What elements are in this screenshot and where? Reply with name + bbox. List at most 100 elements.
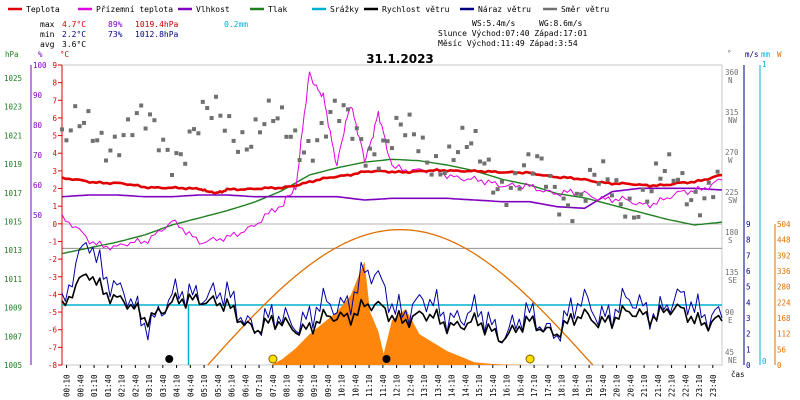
x-tick-label: 09:10 <box>310 374 319 397</box>
stats-max-label: max <box>40 20 55 29</box>
stats-min-hum: 73% <box>108 30 123 39</box>
wind-direction-point <box>447 144 452 149</box>
wind-direction-point <box>161 137 166 142</box>
wind-direction-point <box>284 134 289 139</box>
wind-direction-point <box>126 117 130 122</box>
wind-direction-point <box>407 112 412 117</box>
wind-direction-point <box>618 202 623 207</box>
wind-direction-point <box>654 161 658 166</box>
direction-name-label: NE <box>728 356 738 365</box>
stats-max-rain: 0.2mm <box>224 20 248 29</box>
info-moon: Měsíc Východ:11:49 Západ:3:54 <box>438 39 578 48</box>
markers <box>60 94 720 364</box>
info-wg: WG:8.6m/s <box>539 19 583 28</box>
x-tick-label: 12:40 <box>406 374 415 397</box>
moonrise-marker <box>382 355 391 363</box>
wind-direction-point <box>319 121 324 125</box>
wind-direction-point <box>170 173 174 177</box>
x-axis-label: čas <box>731 370 745 379</box>
wind-direction-point <box>451 158 456 163</box>
solar-tick-label: 56 <box>777 345 787 354</box>
chart-title: 31.1.2023 <box>366 52 434 66</box>
temp-tick-label: 8 <box>52 79 57 88</box>
x-tick-label: 10:10 <box>338 374 347 397</box>
unit-celsius: °C <box>60 50 69 59</box>
wind-direction-point <box>227 114 232 119</box>
wind-direction-point <box>544 184 548 189</box>
x-tick-label: 22:40 <box>681 374 690 397</box>
sunrise-marker <box>268 354 278 364</box>
legend-label: Tlak <box>268 5 287 14</box>
wind-direction-point <box>548 173 553 178</box>
wind-direction-point <box>627 196 632 201</box>
wind-direction-point <box>368 146 372 151</box>
solar-radiation-area <box>271 261 530 365</box>
humidity-tick-label: 60 <box>33 181 43 190</box>
wind-direction-point <box>130 133 135 138</box>
wind-direction-point <box>152 118 157 123</box>
press-tick-label: 1005 <box>4 361 22 370</box>
x-tick-label: 15:40 <box>489 374 498 397</box>
wind-tick-label: 1 <box>746 345 751 354</box>
x-tick-label: 00:10 <box>63 374 72 397</box>
stats-max-press: 1019.4hPa <box>135 20 179 29</box>
wind-tick-label: 9 <box>746 220 751 229</box>
x-tick-label: 09:40 <box>324 374 333 397</box>
solar-tick-label: 224 <box>777 298 791 307</box>
x-tick-label: 18:40 <box>571 374 580 397</box>
wind-direction-point <box>82 120 86 125</box>
wind-direction-point <box>702 196 707 201</box>
wind-direction-point <box>222 128 227 133</box>
temp-tick-label: -5 <box>48 308 57 317</box>
press-tick-label: 1007 <box>4 332 22 341</box>
x-tick-label: 19:40 <box>599 374 608 397</box>
direction-tick-label: 180 <box>725 228 739 237</box>
direction-name-label: SW <box>728 196 738 205</box>
direction-name-label: NW <box>728 116 738 125</box>
direction-tick-label: 270 <box>725 148 739 157</box>
wind-direction-point <box>95 138 100 143</box>
wind-direction-point <box>218 113 223 118</box>
temp-tick-label: -4 <box>48 290 58 299</box>
wind-direction-point <box>456 150 460 155</box>
temp-tick-label: -7 <box>48 343 57 352</box>
wind-direction-point <box>693 189 698 194</box>
x-tick-label: 14:40 <box>461 374 470 397</box>
x-tick-label: 02:40 <box>131 374 140 397</box>
wind-direction-point <box>209 116 214 120</box>
x-tick-label: 22:10 <box>668 374 677 397</box>
wind-direction-point <box>240 130 245 135</box>
wind-direction-point <box>658 176 663 181</box>
direction-name-label: N <box>728 76 733 85</box>
wind-direction-point <box>434 154 438 159</box>
wind-direction-point <box>552 184 557 189</box>
wind-direction-point <box>205 106 210 110</box>
wind-direction-point <box>244 147 249 152</box>
wind-direction-point <box>478 159 482 164</box>
wind-direction-point <box>425 160 430 165</box>
wind-direction-point <box>249 144 254 149</box>
wind-direction-point <box>640 187 645 192</box>
stats-min-temp: 2.2°C <box>62 30 86 39</box>
stats-min-label: min <box>40 30 55 39</box>
x-tick-label: 16:40 <box>516 374 525 397</box>
wind-direction-point <box>236 149 240 154</box>
legend-label: Teplota <box>26 5 60 14</box>
x-tick-label: 17:40 <box>544 374 553 397</box>
wind-direction-point <box>139 103 144 108</box>
wind-direction-point <box>676 177 680 182</box>
x-tick-label: 23:40 <box>709 374 718 397</box>
wind-direction-point <box>297 158 302 162</box>
wind-direction-point <box>121 133 126 138</box>
temp-tick-label: 0 <box>52 220 57 229</box>
wind-direction-point <box>337 119 342 123</box>
wind-direction-point <box>596 181 601 186</box>
wind-direction-point <box>258 130 262 135</box>
wind-direction-point <box>302 150 306 155</box>
solar-tick-label: 280 <box>777 283 791 292</box>
wind-direction-point <box>315 138 320 143</box>
stats-block: max 4.7°C 89% 1019.4hPa 0.2mm min 2.2°C … <box>40 20 248 49</box>
temp-tick-label: 5 <box>52 132 57 141</box>
direction-name-label: E <box>728 316 733 325</box>
